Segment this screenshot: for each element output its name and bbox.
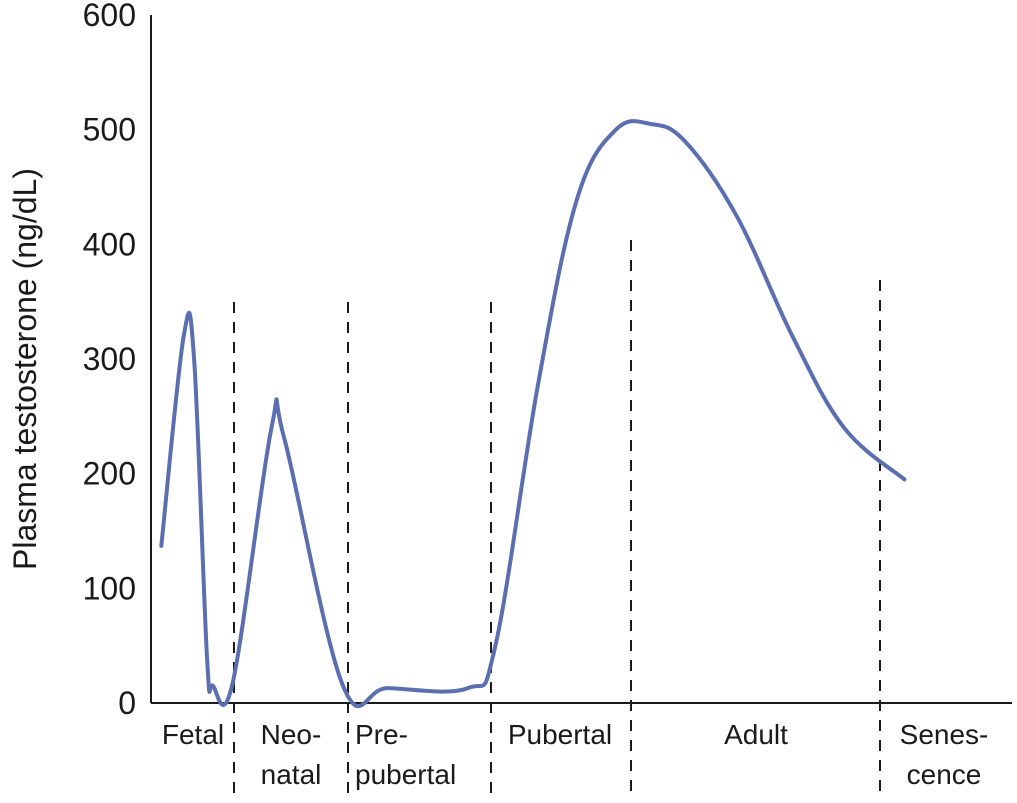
stage-label: pubertal [355,759,456,790]
stage-label: Fetal [162,719,224,750]
y-tick-labels: 0 100 200 300 400 500 600 [83,0,136,721]
stage-label: natal [261,759,322,790]
y-tick-label: 300 [83,341,136,377]
y-tick-label: 0 [118,685,136,721]
y-axis-title: Plasma testosterone (ng/dL) [7,168,43,570]
y-tick-label: 100 [83,570,136,606]
testosterone-curve [159,119,907,709]
stage-label: Adult [724,719,788,750]
y-tick-label: 400 [83,226,136,262]
stage-label: Pre- [355,719,408,750]
stage-label: Neo- [261,719,322,750]
stage-label: cence [907,759,982,790]
y-tick-label: 600 [83,0,136,33]
y-tick-label: 200 [83,456,136,492]
y-tick-label: 500 [83,112,136,148]
stage-labels: Fetal Neo-natal Pre-pubertal Pubertal Adult S… [162,719,988,790]
stage-label: Pubertal [508,719,612,750]
stage-dividers [233,240,881,800]
stage-label: Senes- [900,719,989,750]
